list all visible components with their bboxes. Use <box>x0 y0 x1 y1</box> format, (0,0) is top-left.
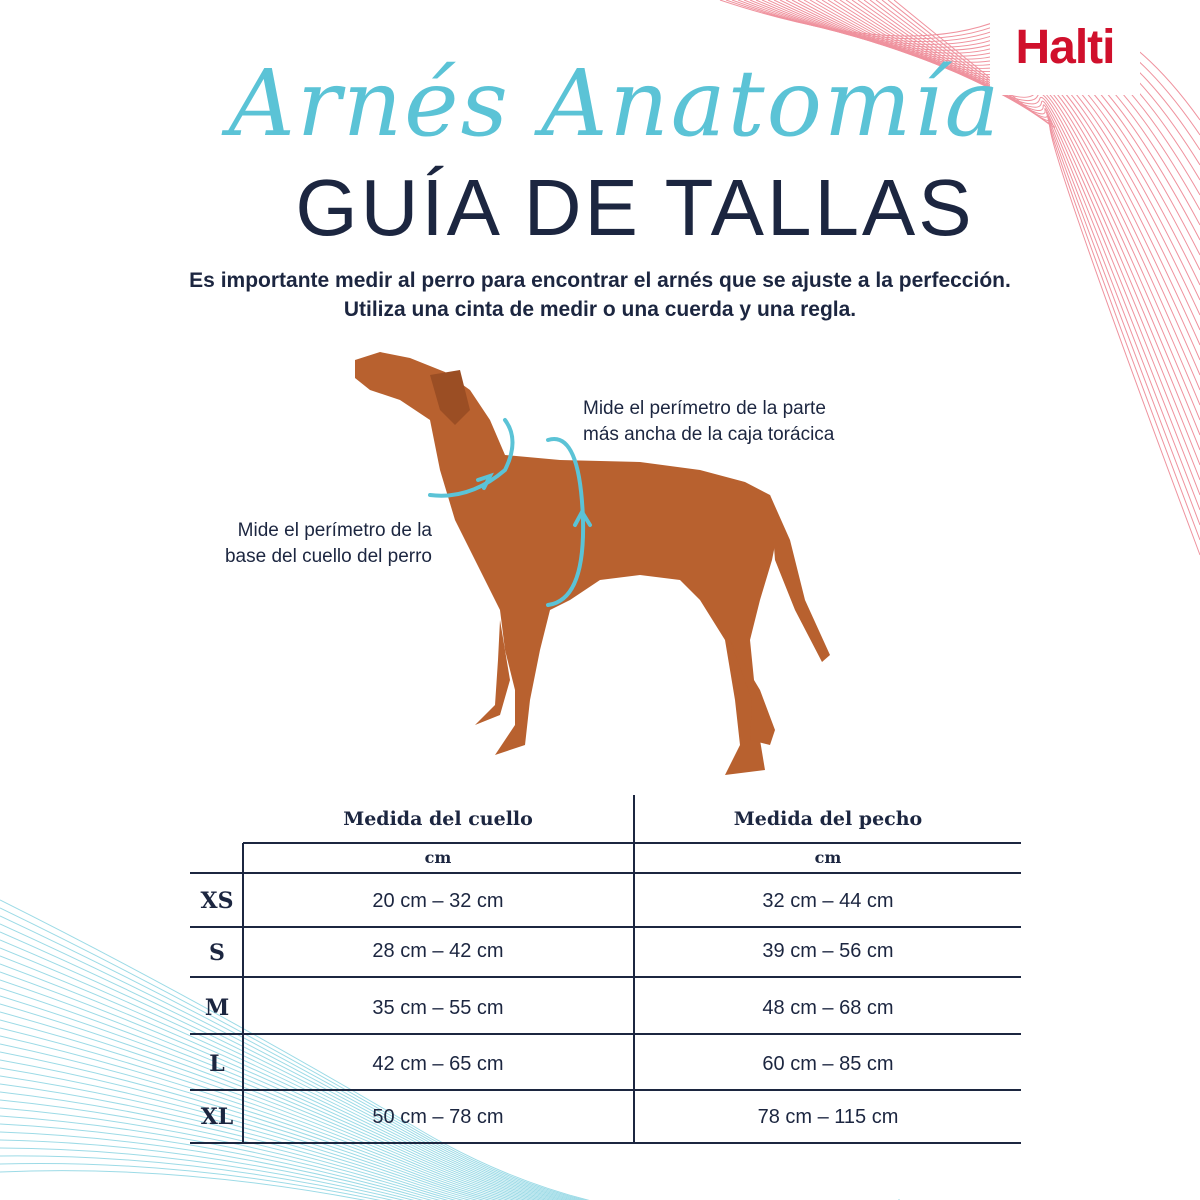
neck-range: 50 cm – 78 cm <box>372 1106 504 1128</box>
chest-range: 32 cm – 44 cm <box>762 890 894 912</box>
intro-line-2: Utiliza una cinta de medir o una cuerda … <box>343 298 857 321</box>
column-unit-neck: cm <box>424 848 452 867</box>
neck-annotation-line-2: base del cuello del perro <box>224 546 432 567</box>
neck-range: 20 cm – 32 cm <box>372 890 504 912</box>
column-unit-chest: cm <box>814 848 842 867</box>
chest-range: 60 cm – 85 cm <box>762 1053 894 1075</box>
chest-annotation-line-1: Mide el perímetro de la parte <box>583 398 826 419</box>
measurement-arrows <box>428 418 592 607</box>
size-label: L <box>209 1051 225 1077</box>
intro-line-1: Es importante medir al perro para encont… <box>189 269 1011 292</box>
chest-range: 48 cm – 68 cm <box>762 997 894 1019</box>
size-label: M <box>204 995 230 1021</box>
size-label: XS <box>200 888 234 914</box>
product-name-script: Arnés Anatomía <box>228 50 1002 157</box>
neck-range: 28 cm – 42 cm <box>372 940 504 962</box>
neck-range: 35 cm – 55 cm <box>372 997 504 1019</box>
halti-logo: Halti <box>990 0 1140 95</box>
column-header-neck: Medida del cuello <box>343 808 533 830</box>
dog-illustration <box>355 352 830 775</box>
chest-annotation: Mide el perímetro de la parte más ancha … <box>583 396 834 448</box>
size-label: S <box>209 940 225 966</box>
size-label: XL <box>200 1104 234 1130</box>
chest-range: 39 cm – 56 cm <box>762 940 894 962</box>
page-title: GUÍA DE TALLAS <box>295 163 975 252</box>
column-header-chest: Medida del pecho <box>733 808 923 830</box>
neck-range: 42 cm – 65 cm <box>372 1053 504 1075</box>
chest-range: 78 cm – 115 cm <box>757 1106 899 1128</box>
intro-text: Es importante medir al perro para encont… <box>0 266 1200 324</box>
chest-annotation-line-2: más ancha de la caja torácica <box>583 424 835 445</box>
neck-annotation: Mide el perímetro de la base del cuello … <box>180 518 432 570</box>
neck-annotation-line-1: Mide el perímetro de la <box>237 520 432 541</box>
